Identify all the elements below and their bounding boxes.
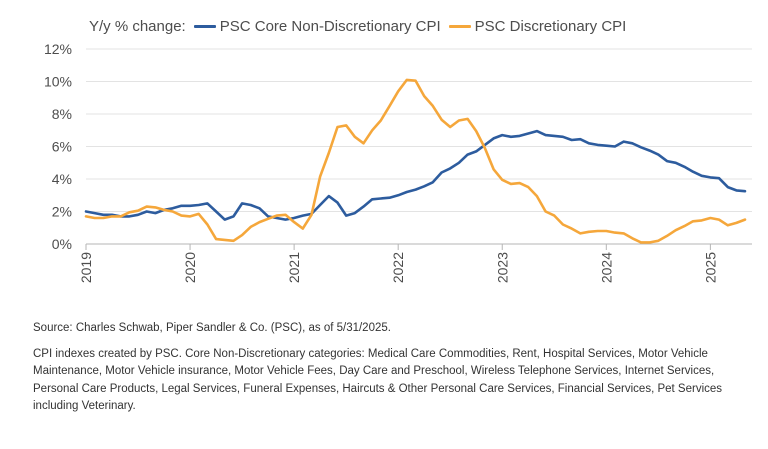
- legend-item-core-non-discretionary: PSC Core Non-Discretionary CPI: [193, 17, 441, 35]
- legend-label-discretionary: PSC Discretionary CPI: [474, 17, 627, 35]
- x-tick-label: 2023: [494, 252, 510, 283]
- x-tick-label: 2025: [702, 252, 718, 283]
- legend-swatch-core-non-discretionary: [193, 24, 216, 28]
- description-note: CPI indexes created by PSC. Core Non-Dis…: [33, 347, 723, 413]
- y-tick-label: 6%: [52, 139, 72, 155]
- gridlines: [86, 48, 752, 245]
- legend-swatch-discretionary: [448, 24, 471, 28]
- series-line-core-non-discretionary: [84, 129, 747, 221]
- y-tick-label: 2%: [52, 204, 72, 220]
- legend: Y/y % change: PSC Core Non-Discretionary…: [89, 14, 626, 38]
- y-tick-label: 8%: [52, 106, 72, 122]
- legend-label-core-non-discretionary: PSC Core Non-Discretionary CPI: [219, 17, 441, 35]
- y-tick-label: 12%: [44, 41, 72, 57]
- x-tick-label: 2022: [390, 252, 406, 283]
- x-tick-label: 2020: [182, 252, 198, 283]
- series-lines: [84, 78, 747, 244]
- series-line-discretionary: [84, 78, 747, 244]
- x-tick-label: 2019: [78, 252, 94, 283]
- chart-notes: Source: Charles Schwab, Piper Sandler & …: [33, 320, 743, 424]
- y-axis-ticks: 0% 2% 4% 6% 8% 10% 12%: [44, 41, 72, 252]
- legend-item-discretionary: PSC Discretionary CPI: [448, 17, 627, 35]
- y-axis-label: Y/y % change:: [89, 17, 186, 35]
- y-tick-label: 10%: [44, 74, 72, 90]
- x-axis: 2019 2020 2021 2022 2023 2024 2025: [78, 244, 718, 283]
- line-chart: 0% 2% 4% 6% 8% 10% 12% 2019 2020 2021 2022 2023 202…: [44, 41, 752, 283]
- x-tick-label: 2021: [286, 252, 302, 283]
- y-tick-label: 0%: [52, 236, 72, 252]
- x-tick-label: 2024: [598, 252, 614, 283]
- source-note: Source: Charles Schwab, Piper Sandler & …: [33, 322, 391, 334]
- y-tick-label: 4%: [52, 171, 72, 187]
